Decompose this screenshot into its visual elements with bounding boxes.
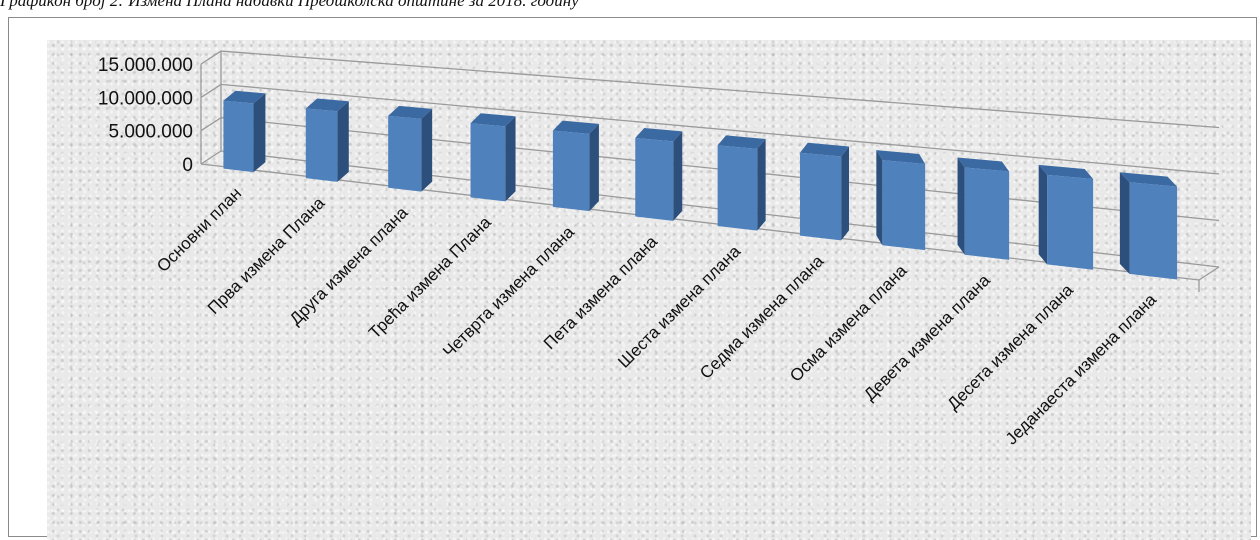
bar-front — [305, 108, 338, 182]
y-tick-label: 15.000.000 — [98, 55, 193, 76]
bar-top — [305, 98, 349, 112]
bar-front — [470, 123, 506, 202]
column-chart: 0 5.000.000 10.000.000 15.000.000 Основни пл… — [98, 50, 1220, 449]
bar-side — [957, 157, 965, 255]
bar-front — [388, 115, 422, 192]
bar-side — [337, 101, 349, 182]
bar — [957, 157, 1010, 260]
y-tick-label: 0 — [182, 155, 193, 176]
bar-top — [717, 135, 766, 149]
bar — [635, 127, 683, 221]
gridline — [200, 50, 1220, 129]
bar-top — [223, 90, 266, 104]
bar — [717, 135, 766, 231]
bar-front — [1047, 174, 1094, 270]
bar-side — [876, 150, 883, 246]
bar-side — [841, 146, 849, 241]
bar — [876, 150, 926, 251]
bar-front — [717, 145, 758, 231]
bar — [552, 120, 599, 212]
bar-side — [253, 93, 266, 173]
bar — [470, 113, 516, 202]
bar-top — [388, 105, 433, 119]
bars — [223, 90, 1178, 280]
y-tick-label: 5.000.000 — [108, 122, 193, 143]
bar — [1038, 164, 1094, 270]
bar-side — [1119, 172, 1130, 274]
bar-side — [589, 123, 599, 212]
bar-side — [1038, 164, 1048, 265]
bar-top — [799, 142, 849, 157]
bar-side — [421, 108, 433, 192]
bar-top — [1119, 172, 1178, 187]
bar-front — [635, 137, 674, 221]
y-tick-label: 10.000.000 — [98, 88, 193, 109]
bar-side — [757, 138, 766, 231]
bar-front — [223, 100, 254, 173]
bar — [388, 105, 433, 192]
x-category-label: Једанаеста измена плана — [1002, 290, 1161, 449]
x-category-label: Основни план — [153, 184, 245, 276]
bar-front — [1129, 182, 1178, 280]
bar-top — [1038, 164, 1094, 180]
bar-top — [957, 157, 1010, 172]
bar — [1119, 172, 1178, 280]
bar — [223, 90, 266, 173]
bar-front — [799, 152, 842, 241]
bar — [799, 142, 849, 241]
bar — [305, 98, 349, 182]
gridlines — [200, 50, 1220, 292]
bar-side — [673, 131, 683, 221]
bar-front — [882, 160, 926, 251]
bar-front — [552, 130, 590, 212]
bar-front — [964, 167, 1010, 260]
chart-frame: 0 5.000.000 10.000.000 15.000.000 Основни пл… — [8, 17, 1257, 540]
bar-top — [635, 127, 683, 142]
bar-top — [470, 113, 516, 127]
bar-top — [876, 150, 926, 164]
bar-side — [505, 116, 516, 202]
chart-caption: Графикон број 2: Измена Плана набавки Пр… — [0, 0, 579, 10]
gridline — [200, 83, 1220, 175]
bar-top — [552, 120, 599, 134]
